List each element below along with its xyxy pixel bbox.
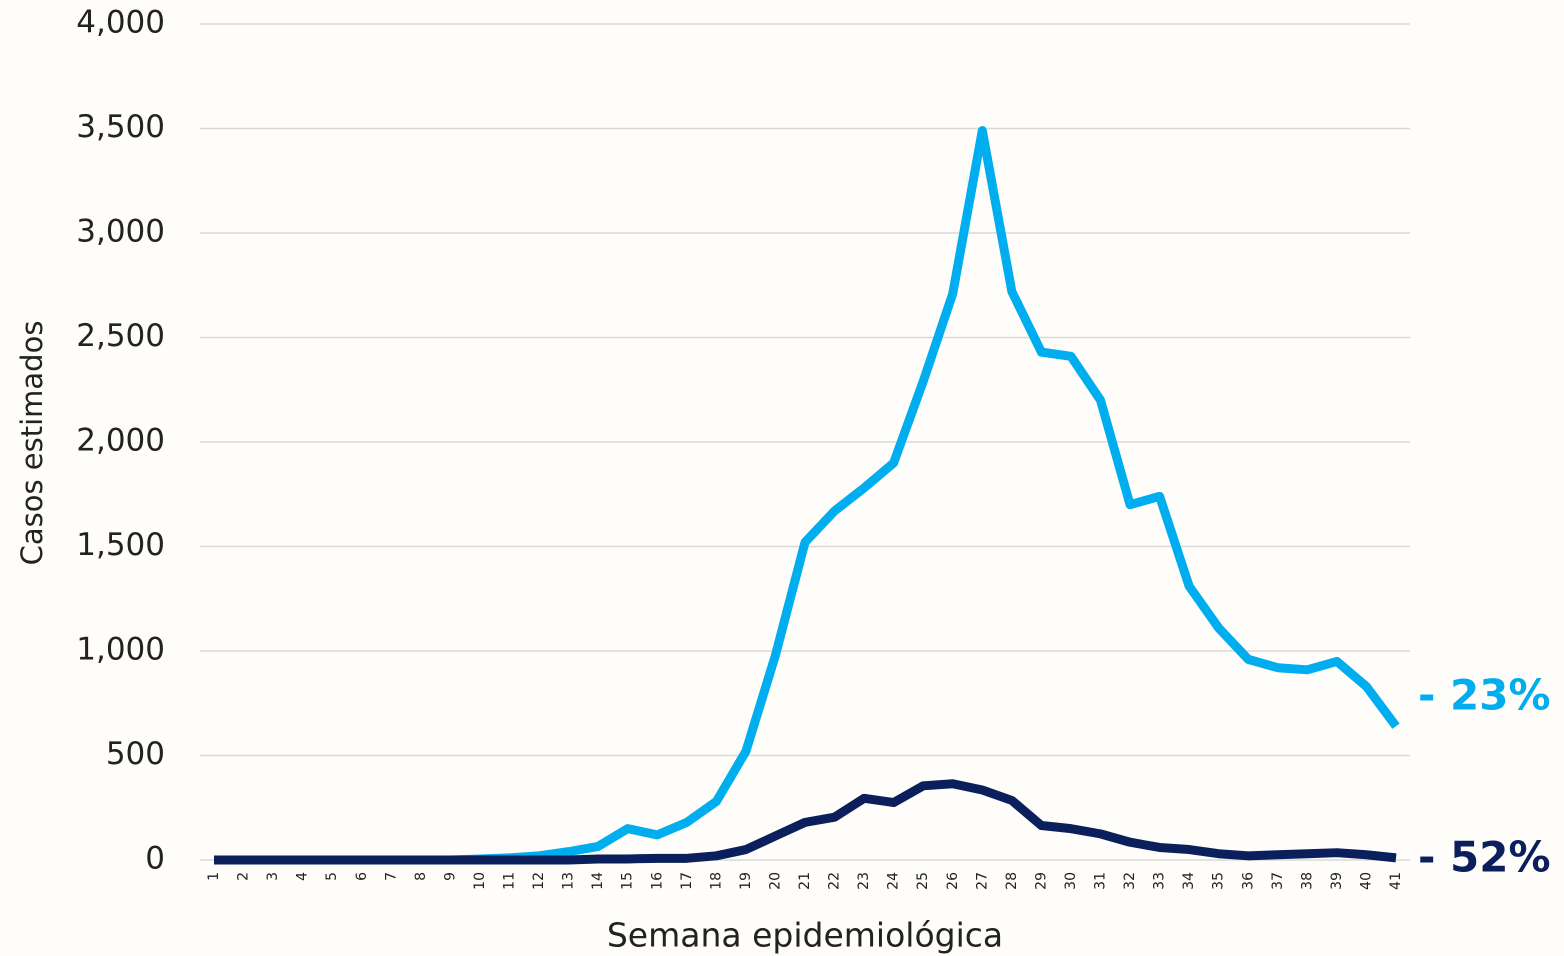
annotation: - 23% (1418, 671, 1551, 720)
x-tick-label: 20 (767, 872, 783, 890)
x-tick-label: 34 (1181, 872, 1197, 890)
x-tick-label: 26 (945, 872, 961, 890)
annotation: - 52% (1418, 832, 1551, 881)
y-tick-label: 3,000 (76, 214, 165, 250)
x-tick-label: 7 (383, 872, 399, 881)
x-tick-label: 23 (856, 872, 872, 890)
x-axis-title: Semana epidemiológica (607, 916, 1003, 955)
x-tick-label: 12 (531, 872, 547, 890)
x-tick-label: 16 (649, 872, 665, 890)
x-tick-label: 18 (708, 872, 724, 890)
x-tick-label: 27 (974, 872, 990, 890)
x-tick-label: 29 (1033, 872, 1049, 890)
x-tick-label: 4 (295, 872, 311, 881)
x-tick-label: 24 (886, 872, 902, 890)
x-tick-label: 11 (502, 872, 518, 890)
x-tick-label: 36 (1240, 872, 1256, 890)
x-tick-label: 13 (561, 872, 577, 890)
x-tick-label: 10 (472, 872, 488, 890)
x-tick-label: 8 (413, 872, 429, 881)
x-tick-label: 3 (265, 872, 281, 881)
series-line (214, 779, 1397, 865)
x-tick-label: 14 (590, 872, 606, 890)
x-tick-label: 25 (915, 872, 931, 890)
x-tick-label: 41 (1388, 872, 1404, 890)
x-tick-label: 30 (1063, 872, 1079, 890)
x-tick-label: 2 (236, 872, 252, 881)
x-tick-label: 5 (324, 872, 340, 881)
x-tick-label: 17 (679, 872, 695, 890)
x-tick-label: 1 (206, 872, 222, 881)
x-tick-label: 32 (1122, 872, 1138, 890)
x-tick-label: 22 (827, 872, 843, 890)
y-axis-title: Casos estimados (15, 321, 49, 566)
x-tick-label: 37 (1270, 872, 1286, 890)
y-tick-label: 0 (145, 841, 165, 877)
x-tick-label: 15 (620, 872, 636, 890)
x-tick-label: 19 (738, 872, 754, 890)
x-tick-label: 40 (1358, 872, 1374, 890)
y-tick-label: 1,000 (76, 632, 165, 668)
x-tick-label: 33 (1152, 872, 1168, 890)
x-tick-label: 21 (797, 872, 813, 890)
x-tick-label: 9 (442, 872, 458, 881)
y-tick-label: 2,000 (76, 423, 165, 459)
y-tick-label: 2,500 (76, 318, 165, 354)
y-tick-label: 1,500 (76, 527, 165, 563)
x-tick-label: 31 (1093, 872, 1109, 890)
x-tick-label: 6 (354, 872, 370, 881)
x-tick-label: 39 (1329, 872, 1345, 890)
x-tick-label: 38 (1299, 872, 1315, 890)
x-tick-label: 35 (1211, 872, 1227, 890)
x-tick-label: 28 (1004, 872, 1020, 890)
y-tick-label: 500 (106, 736, 165, 772)
y-tick-label: 3,500 (76, 109, 165, 145)
y-tick-label: 4,000 (76, 5, 165, 41)
